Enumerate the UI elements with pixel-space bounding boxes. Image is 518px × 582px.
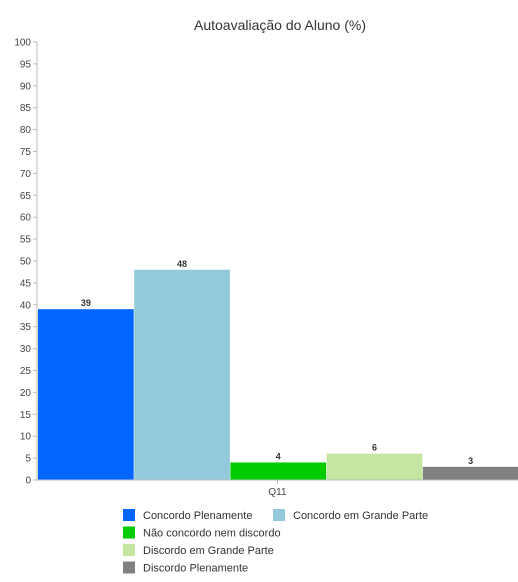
chart-title: Autoavaliação do Aluno (%) [194,17,366,33]
y-tick-label: 5 [25,454,31,465]
bar-value-label: 6 [372,443,377,453]
y-tick-label: 60 [20,213,32,224]
legend-label: Discordo Plenamente [143,563,248,575]
y-tick-label: 90 [20,81,32,92]
bars: 39 48 4 6 3 [38,259,518,480]
bar-1 [38,309,134,480]
legend-swatch [123,544,135,556]
legend-label: Não concordo nem discordo [143,528,281,540]
y-tick-label: 45 [20,278,32,289]
y-tick-label: 65 [20,191,32,202]
legend-label: Concordo Plenamente [143,510,252,522]
y-tick-label: 50 [20,257,32,268]
y-tick-label: 25 [20,366,32,377]
y-tick-label: 15 [20,410,32,421]
bar-4 [326,453,423,480]
bar-2 [134,269,230,480]
y-tick-label: 95 [20,59,32,70]
legend-swatch [123,526,135,539]
bar-value-label: 4 [276,451,281,461]
legend-swatch [123,509,135,521]
y-tick-label: 100 [14,38,31,49]
y-tick-label: 10 [20,432,32,443]
legend: Concordo Plenamente Concordo em Grande Pa… [123,509,428,575]
y-tick-label: 75 [20,147,32,158]
x-axis: Q11 [37,479,518,498]
y-tick-label: 70 [20,169,32,180]
legend-swatch [273,509,285,521]
bar-value-label: 39 [81,298,91,308]
y-tick-label: 85 [20,103,32,114]
y-tick-label: 80 [20,125,32,136]
legend-swatch [123,561,135,574]
y-tick-label: 35 [20,322,32,333]
y-tick-label: 30 [20,344,32,355]
y-axis: 0 5 10 15 20 25 30 35 40 45 50 55 60 65 70 75 80 85 90 95 10… [14,38,38,487]
bar-value-label: 3 [468,456,473,466]
legend-label: Discordo em Grande Parte [143,545,274,557]
y-tick-label: 40 [20,300,32,311]
y-tick-label: 0 [25,476,31,487]
bar-3 [230,462,327,480]
bar-value-label: 48 [177,259,187,269]
legend-label: Concordo em Grande Parte [293,510,428,522]
x-tick-label: Q11 [268,487,287,498]
bar-5 [422,466,518,480]
y-tick-label: 20 [20,388,32,399]
y-tick-label: 55 [20,235,32,246]
